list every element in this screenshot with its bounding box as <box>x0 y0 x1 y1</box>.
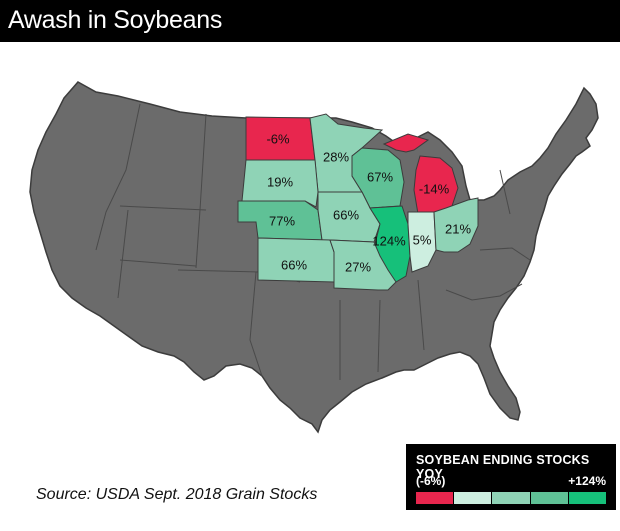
state-wisconsin[interactable] <box>351 147 405 209</box>
legend-swatch <box>530 492 569 504</box>
state-label-north-dakota: -6% <box>266 131 290 146</box>
state-ohio[interactable] <box>433 197 479 253</box>
state-label-kansas: 66% <box>281 257 307 272</box>
legend-min-label: (-6%) <box>416 474 446 488</box>
legend-max-label: +124% <box>568 474 606 488</box>
page-title: Awash in Soybeans <box>8 6 223 34</box>
state-label-minnesota: 28% <box>323 149 349 164</box>
state-label-missouri: 27% <box>345 259 371 274</box>
legend-swatches <box>416 492 607 504</box>
state-label-ohio: 21% <box>445 221 471 236</box>
state-borders <box>95 103 531 380</box>
state-label-indiana: 5% <box>413 232 432 247</box>
legend-swatch <box>454 492 493 504</box>
state-label-south-dakota: 19% <box>267 174 293 189</box>
source-note: Source: USDA Sept. 2018 Grain Stocks <box>36 486 318 503</box>
state-label-iowa: 66% <box>333 207 359 222</box>
state-illinois[interactable] <box>369 205 411 283</box>
legend-title: SOYBEAN ENDING STOCKS YOY <box>416 453 590 481</box>
title-bar: Awash in Soybeans <box>0 0 620 42</box>
map-area: -6% 28% 19% 67% -14% 77% 66% 124% 5% 21% 66% 27% <box>0 42 620 526</box>
us-map: -6% 28% 19% 67% -14% 77% 66% 124% 5% 21% 66% 27% <box>29 81 599 434</box>
legend-swatch <box>568 492 607 504</box>
state-label-illinois: 124% <box>372 233 406 248</box>
state-label-michigan: -14% <box>419 181 450 196</box>
legend-swatch <box>492 492 531 504</box>
state-missouri[interactable] <box>329 239 397 291</box>
legend: SOYBEAN ENDING STOCKS YOY (-6%) +124% <box>406 444 616 510</box>
state-label-wisconsin: 67% <box>367 169 393 184</box>
state-labels: -6% 28% 19% 67% -14% 77% 66% 124% 5% 21% 66% 27% <box>266 131 471 274</box>
state-label-nebraska: 77% <box>269 213 295 228</box>
highlighted-states <box>237 113 479 291</box>
legend-swatch <box>416 492 455 504</box>
